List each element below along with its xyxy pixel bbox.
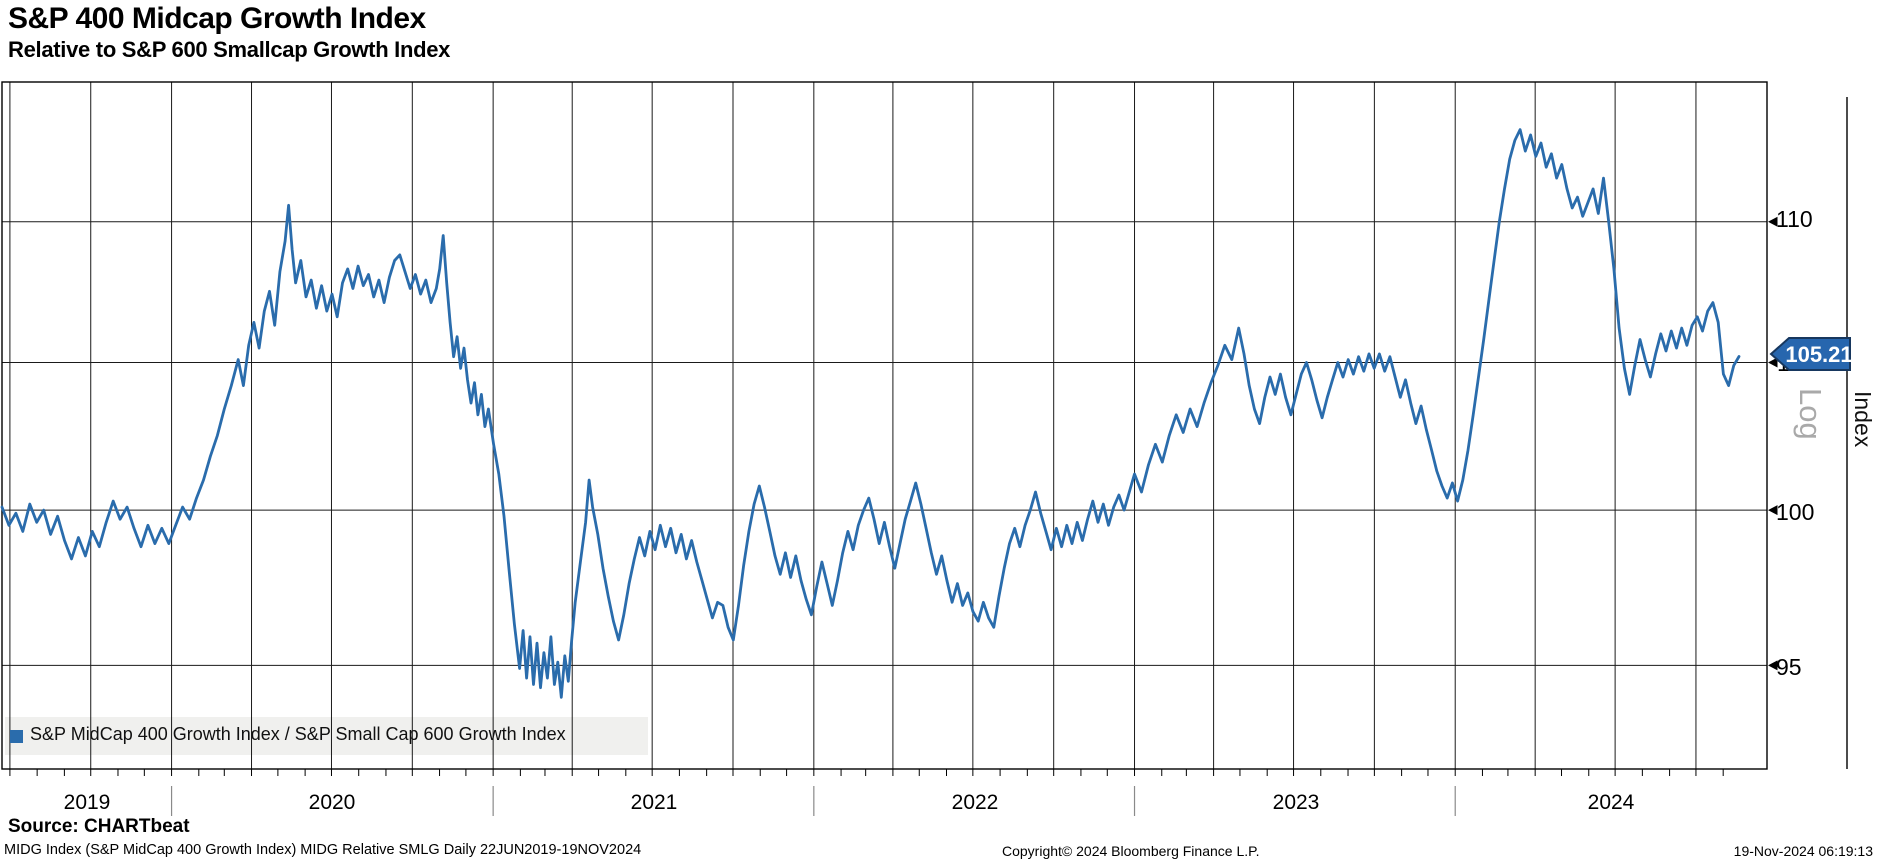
page-title: S&P 400 Midcap Growth Index — [8, 2, 426, 35]
legend-swatch-icon — [10, 730, 23, 743]
last-value-badge: 105.21 — [1769, 337, 1853, 371]
x-tick-label-2020: 2020 — [308, 791, 356, 814]
footer-meta-text: MIDG Index (S&P MidCap 400 Growth Index)… — [4, 842, 642, 858]
legend-label: S&P MidCap 400 Growth Index / S&P Small … — [30, 724, 566, 744]
y-axis-title: Index — [1850, 391, 1876, 448]
x-tick-label-2019: 2019 — [63, 791, 111, 814]
footer-timestamp: 19-Nov-2024 06:19:13 — [1733, 843, 1873, 859]
badge-value: 105.21 — [1785, 342, 1852, 367]
x-tick-label-2022: 2022 — [951, 791, 999, 814]
y-tick-label-95: 95 — [1776, 654, 1802, 680]
series-line — [0, 128, 1741, 699]
log-scale-label: Log — [1793, 388, 1828, 440]
page-subtitle: Relative to S&P 600 Smallcap Growth Inde… — [8, 37, 451, 62]
source-label: Source: CHARTbeat — [8, 816, 190, 837]
footer-copyright: Copyright© 2024 Bloomberg Finance L.P. — [1002, 843, 1260, 859]
legend-background — [5, 717, 648, 755]
x-tick-label-2024: 2024 — [1587, 791, 1635, 814]
x-tick-label-2021: 2021 — [630, 791, 678, 814]
y-tick-label-100: 100 — [1776, 499, 1815, 525]
x-tick-label-2023: 2023 — [1272, 791, 1320, 814]
badge-arrow-shape — [1769, 337, 1851, 371]
y-tick-label-110: 110 — [1776, 206, 1813, 232]
